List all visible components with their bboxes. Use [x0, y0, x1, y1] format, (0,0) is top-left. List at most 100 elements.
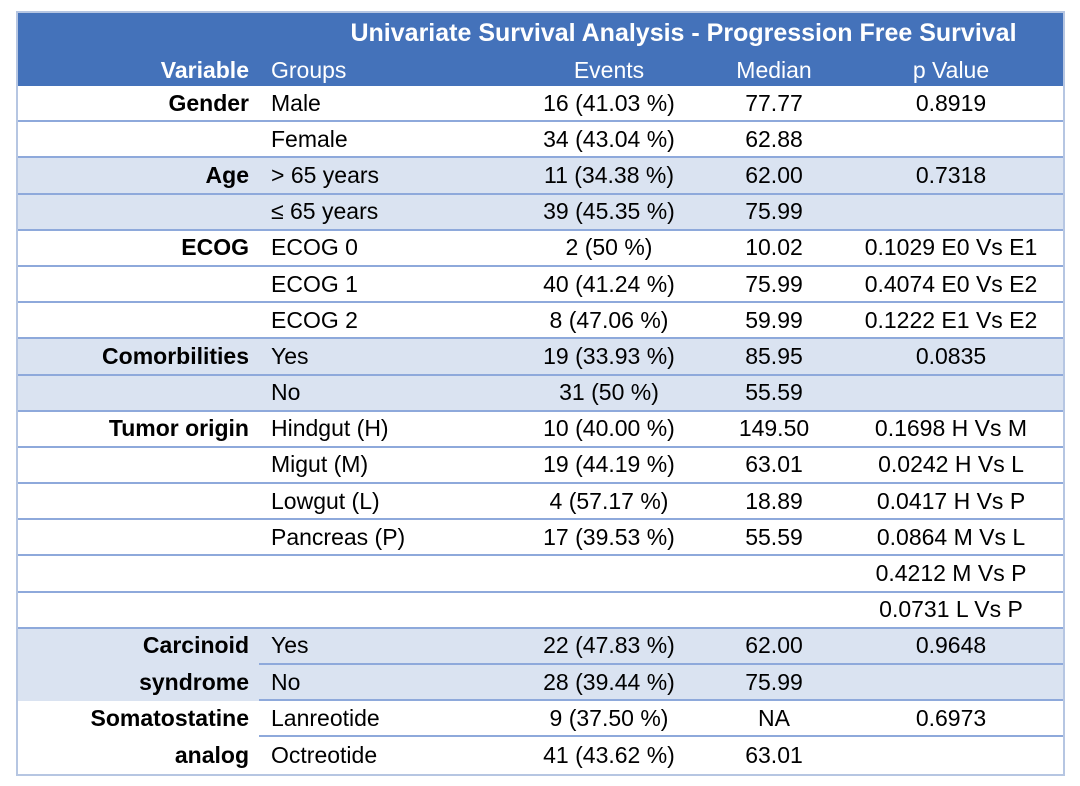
pvalue-cell	[839, 195, 1063, 231]
groups-cell: ≤ 65 years	[259, 195, 509, 231]
column-header-events: Events	[573, 56, 645, 83]
table-row: Migut (M) 19 (44.19 %) 63.01 0.0242 H Vs…	[18, 447, 1063, 485]
events-cell: 16 (41.03 %)	[509, 86, 709, 123]
groups-cell: Male	[259, 86, 509, 123]
table-title: Univariate Survival Analysis - Progressi…	[350, 19, 1017, 47]
groups-cell: Hindgut (H)	[259, 412, 509, 448]
median-cell: 18.89	[709, 484, 839, 521]
column-header-groups: Groups	[271, 56, 347, 83]
pvalue-cell	[839, 122, 1063, 159]
pvalue-cell: 0.1222 E1 Vs E2	[839, 303, 1063, 340]
median-cell: 75.99	[709, 195, 839, 231]
median-cell: 77.77	[709, 86, 839, 123]
groups-cell: Female	[259, 122, 509, 159]
variable-cell	[18, 484, 259, 521]
column-header-median: Median	[736, 56, 812, 83]
table-row: Pancreas (P) 17 (39.53 %) 55.59 0.0864 M…	[18, 520, 1063, 557]
groups-cell: ECOG 0	[259, 231, 509, 267]
table-row: Lowgut (L) 4 (57.17 %) 18.89 0.0417 H Vs…	[18, 484, 1063, 521]
table-row: Female 34 (43.04 %) 62.88	[18, 122, 1063, 159]
table-row: analog Octreotide 41 (43.62 %) 63.01	[18, 737, 1063, 774]
variable-cell: syndrome	[139, 668, 249, 695]
pvalue-cell: 0.4074 E0 Vs E2	[839, 267, 1063, 304]
median-cell: 62.00	[709, 629, 839, 665]
events-cell: 28 (39.44 %)	[509, 665, 709, 702]
pvalue-cell: 0.7318	[839, 158, 1063, 195]
groups-cell: Lanreotide	[259, 701, 509, 738]
table-row: ECOG 2 8 (47.06 %) 59.99 0.1222 E1 Vs E2	[18, 303, 1063, 340]
variable-cell: Carcinoid	[142, 632, 249, 659]
table-row: syndrome No 28 (39.44 %) 75.99	[18, 665, 1063, 702]
events-cell	[509, 556, 709, 593]
variable-cell: Age	[18, 158, 259, 195]
events-cell: 40 (41.24 %)	[509, 267, 709, 304]
events-cell: 41 (43.62 %)	[543, 741, 675, 768]
column-header-pvalue: p Value	[912, 56, 990, 83]
median-cell: 63.01	[745, 741, 803, 768]
groups-cell: Yes	[259, 629, 509, 665]
survival-analysis-table: Univariate Survival Analysis - Progressi…	[16, 11, 1065, 776]
events-cell: 17 (39.53 %)	[509, 520, 709, 557]
table-row: No 31 (50 %) 55.59	[18, 375, 1063, 412]
groups-cell	[259, 593, 509, 629]
table-row: Age > 65 years 11 (34.38 %) 62.00 0.7318	[18, 158, 1063, 195]
table-row: ≤ 65 years 39 (45.35 %) 75.99	[18, 194, 1063, 231]
table-row: Carcinoid Yes 22 (47.83 %) 62.00 0.9648	[18, 628, 1063, 665]
pvalue-cell: 0.1698 H Vs M	[839, 412, 1063, 448]
variable-cell: Comorbilities	[18, 339, 259, 376]
events-cell: 19 (44.19 %)	[509, 448, 709, 485]
events-cell: 19 (33.93 %)	[509, 339, 709, 376]
events-cell: 8 (47.06 %)	[509, 303, 709, 340]
variable-cell: Tumor origin	[18, 412, 259, 448]
table-row: Comorbilities Yes 19 (33.93 %) 85.95 0.0…	[18, 339, 1063, 376]
groups-cell: Pancreas (P)	[259, 520, 509, 557]
variable-cell	[18, 195, 259, 231]
median-cell: 62.88	[709, 122, 839, 159]
variable-cell	[18, 122, 259, 159]
pvalue-cell: 0.0731 L Vs P	[839, 593, 1063, 629]
pvalue-cell: 0.8919	[839, 86, 1063, 123]
variable-cell	[18, 267, 259, 304]
pvalue-cell	[839, 665, 1063, 702]
variable-cell: Gender	[18, 86, 259, 123]
events-cell: 22 (47.83 %)	[509, 629, 709, 665]
events-cell: 11 (34.38 %)	[509, 158, 709, 195]
column-header-variable: Variable	[160, 56, 249, 83]
median-cell	[709, 593, 839, 629]
groups-cell: Migut (M)	[259, 448, 509, 485]
median-cell: 85.95	[709, 339, 839, 376]
events-cell: 4 (57.17 %)	[509, 484, 709, 521]
pvalue-cell	[839, 376, 1063, 412]
median-cell: 62.00	[709, 158, 839, 195]
table-row: ECOG ECOG 0 2 (50 %) 10.02 0.1029 E0 Vs …	[18, 230, 1063, 267]
median-cell: 149.50	[709, 412, 839, 448]
column-header-row: Variable Groups Events Median p Value	[18, 54, 1063, 86]
groups-cell: > 65 years	[259, 158, 509, 195]
variable-cell	[18, 303, 259, 340]
table-row: Tumor origin Hindgut (H) 10 (40.00 %) 14…	[18, 411, 1063, 448]
median-cell: 55.59	[709, 520, 839, 557]
median-cell: 63.01	[709, 448, 839, 485]
variable-cell: Somatostatine	[90, 704, 249, 731]
variable-cell: analog	[174, 741, 249, 768]
table-title-row: Univariate Survival Analysis - Progressi…	[18, 13, 1063, 54]
groups-cell: Yes	[259, 339, 509, 376]
events-cell: 39 (45.35 %)	[509, 195, 709, 231]
variable-cell	[18, 448, 259, 485]
median-cell: NA	[709, 701, 839, 738]
variable-cell	[18, 556, 259, 593]
pvalue-cell: 0.0417 H Vs P	[839, 484, 1063, 521]
pvalue-cell: 0.9648	[839, 629, 1063, 665]
table-header: Univariate Survival Analysis - Progressi…	[18, 13, 1063, 86]
pvalue-cell: 0.1029 E0 Vs E1	[839, 231, 1063, 267]
median-cell: 55.59	[709, 376, 839, 412]
groups-cell: ECOG 1	[259, 267, 509, 304]
groups-cell: No	[259, 665, 509, 702]
variable-cell	[18, 376, 259, 412]
groups-cell: No	[259, 376, 509, 412]
events-cell: 9 (37.50 %)	[509, 701, 709, 738]
events-cell: 34 (43.04 %)	[509, 122, 709, 159]
table-body: Gender Male 16 (41.03 %) 77.77 0.8919 Fe…	[18, 86, 1063, 774]
table-row: 0.0731 L Vs P	[18, 592, 1063, 629]
pvalue-cell: 0.4212 M Vs P	[839, 556, 1063, 593]
